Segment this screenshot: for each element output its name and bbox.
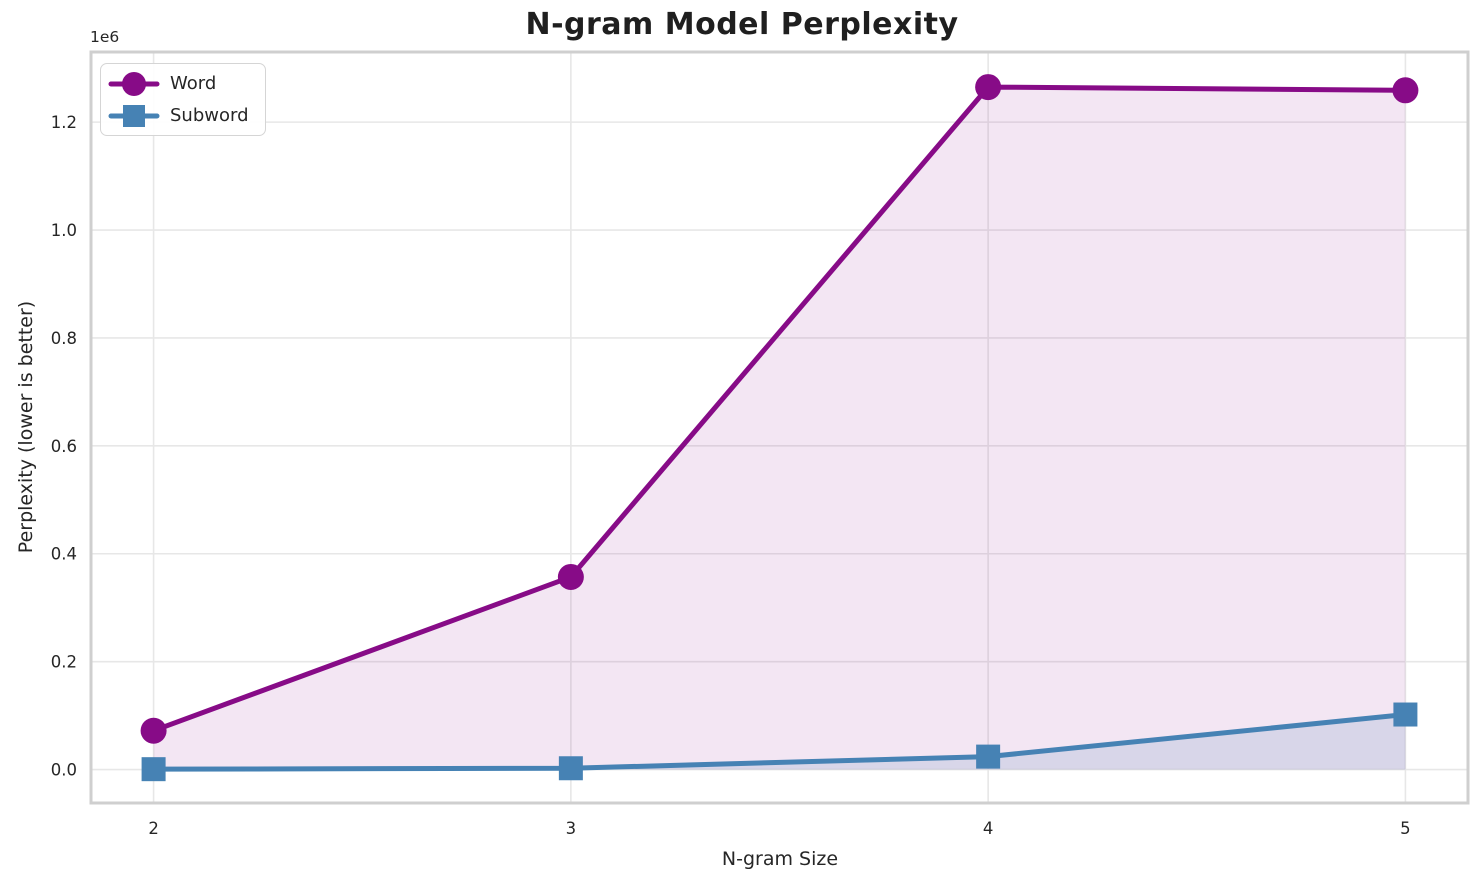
y-tick-label: 0.0 xyxy=(51,761,77,780)
data-point-word xyxy=(140,717,167,744)
x-tick-label: 2 xyxy=(148,819,159,838)
legend-label-subword: Subword xyxy=(170,104,249,126)
x-axis-label: N-gram Size xyxy=(721,848,839,870)
data-point-subword xyxy=(976,744,1001,769)
line-subword xyxy=(151,712,1408,772)
data-point-word xyxy=(557,563,584,590)
data-point-subword xyxy=(1393,702,1418,727)
y-tick-label: 0.2 xyxy=(51,653,77,672)
area-fill-subword xyxy=(153,714,1406,770)
y-tick-label: 1.2 xyxy=(51,113,77,132)
y-axis-offset-text: 1e6 xyxy=(90,28,120,46)
x-tick-label: 3 xyxy=(566,819,577,838)
legend-item-subword: Subword xyxy=(108,100,249,131)
chart-title: N-gram Model Perplexity xyxy=(525,7,959,42)
legend-item-word: Word xyxy=(108,68,249,99)
x-tick-label: 4 xyxy=(983,819,994,838)
data-point-word xyxy=(975,74,1002,101)
y-tick-label: 0.8 xyxy=(51,329,77,348)
legend-label-word: Word xyxy=(170,72,217,94)
x-tick-label: 5 xyxy=(1400,819,1411,838)
legend: Word Subword xyxy=(100,63,266,136)
data-point-subword xyxy=(141,757,166,782)
y-axis-label: Perplexity (lower is better) xyxy=(15,300,37,554)
square-marker-icon xyxy=(108,104,160,127)
y-tick-label: 0.6 xyxy=(51,437,77,456)
y-tick-label: 0.4 xyxy=(51,545,77,564)
y-tick-label: 1.0 xyxy=(51,221,77,240)
plot-border xyxy=(89,50,1470,805)
line-word xyxy=(151,84,1408,734)
area-fill-word xyxy=(153,87,1406,770)
data-point-subword xyxy=(558,756,583,781)
data-point-word xyxy=(1392,77,1419,104)
circle-marker-icon xyxy=(108,71,160,96)
